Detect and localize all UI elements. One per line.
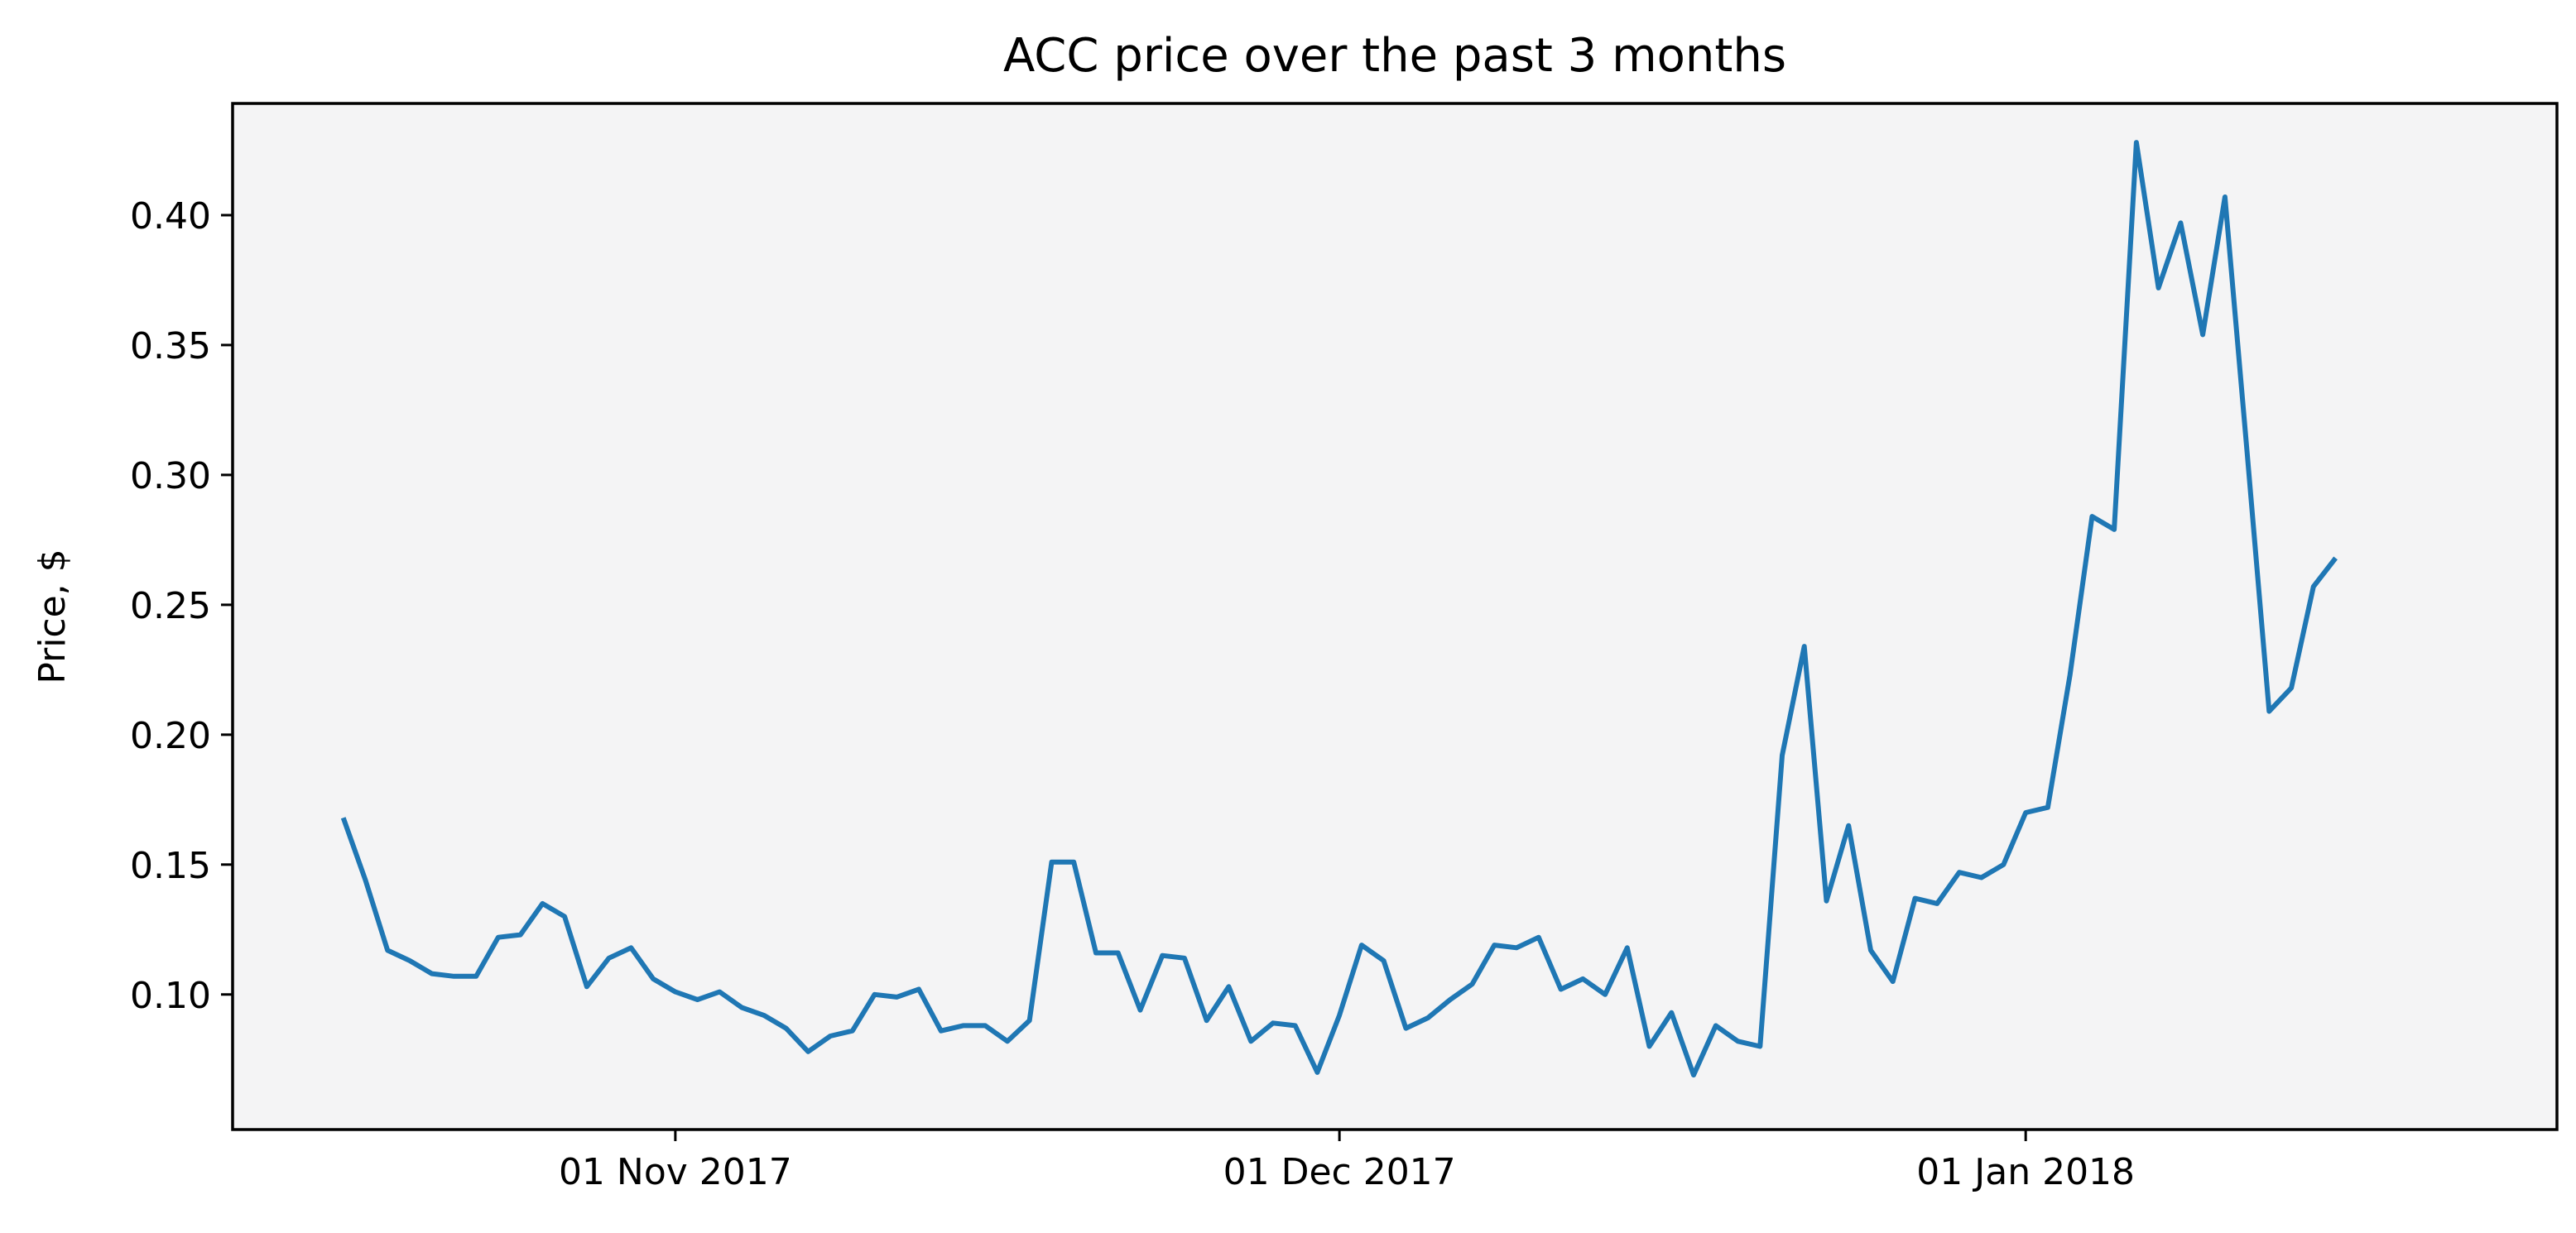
y-tick-label: 0.25 [130,585,211,627]
y-tick-label: 0.15 [130,845,211,887]
y-tick-label: 0.20 [130,715,211,757]
y-axis-label: Price, $ [31,549,74,684]
y-tick-label: 0.30 [130,455,211,497]
chart-title: ACC price over the past 3 months [1003,29,1786,83]
plot-frame [231,102,2559,1131]
price-series-line [340,140,2338,1078]
y-axis: 0.10 0.15 0.20 0.25 0.30 0.35 0.40 [130,195,233,1017]
x-axis: 01 Nov 2017 01 Dec 2017 01 Jan 2018 [559,1130,2135,1193]
y-tick-label: 0.40 [130,195,211,237]
x-tick-label: 01 Jan 2018 [1916,1151,2135,1193]
y-tick-label: 0.10 [130,975,211,1017]
x-tick-label: 01 Dec 2017 [1223,1151,1456,1193]
x-tick-label: 01 Nov 2017 [559,1151,792,1193]
y-tick-label: 0.35 [130,325,211,367]
plot-area [233,103,2557,1130]
